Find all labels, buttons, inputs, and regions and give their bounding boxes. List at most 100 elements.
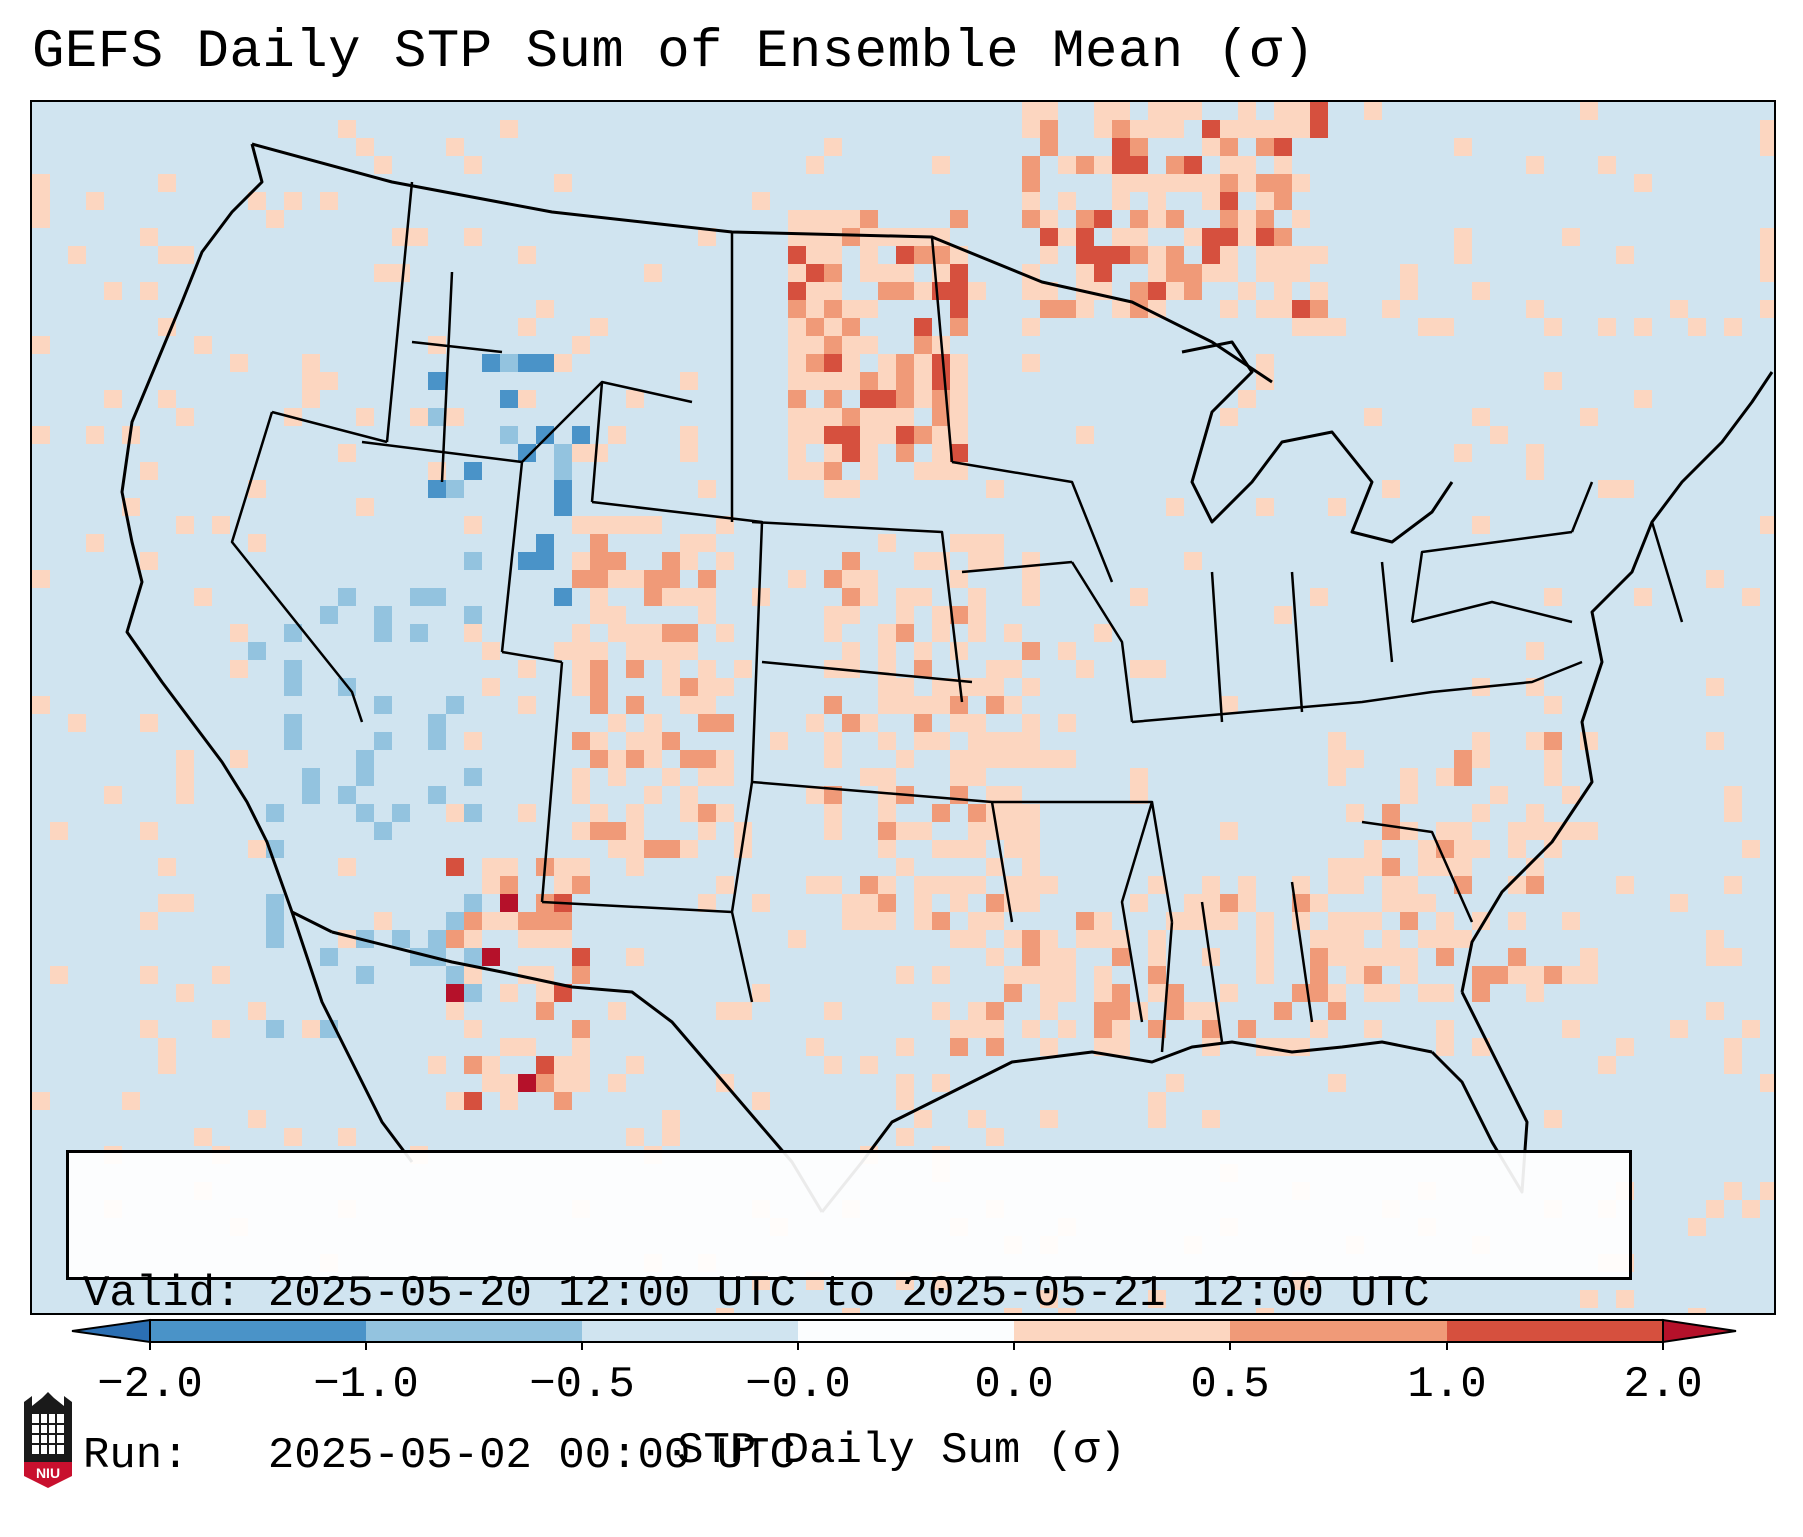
anomaly-pixel: [1040, 282, 1058, 300]
anomaly-pixel: [824, 876, 842, 894]
anomaly-pixel: [680, 678, 698, 696]
anomaly-pixel: [1004, 984, 1022, 1002]
anomaly-pixel: [968, 678, 986, 696]
anomaly-pixel: [986, 696, 1004, 714]
anomaly-pixel: [1472, 840, 1490, 858]
anomaly-pixel: [518, 1074, 536, 1092]
anomaly-pixel: [266, 714, 284, 732]
anomaly-pixel: [392, 696, 410, 714]
anomaly-pixel: [1130, 246, 1148, 264]
anomaly-pixel: [680, 804, 698, 822]
anomaly-pixel: [1022, 714, 1040, 732]
anomaly-pixel: [32, 210, 50, 228]
anomaly-pixel: [698, 714, 716, 732]
anomaly-pixel: [1220, 192, 1238, 210]
anomaly-pixel: [1076, 300, 1094, 318]
anomaly-pixel: [1256, 1308, 1274, 1313]
anomaly-pixel: [500, 120, 518, 138]
anomaly-pixel: [950, 390, 968, 408]
anomaly-pixel: [1148, 102, 1166, 120]
anomaly-pixel: [158, 894, 176, 912]
anomaly-pixel: [1346, 876, 1364, 894]
anomaly-pixel: [1238, 210, 1256, 228]
anomaly-pixel: [590, 678, 608, 696]
anomaly-pixel: [572, 768, 590, 786]
anomaly-pixel: [1148, 984, 1166, 1002]
anomaly-pixel: [968, 750, 986, 768]
anomaly-pixel: [1454, 822, 1472, 840]
anomaly-pixel: [1274, 102, 1292, 120]
anomaly-pixel: [860, 390, 878, 408]
anomaly-pixel: [1310, 246, 1328, 264]
anomaly-pixel: [1400, 264, 1418, 282]
anomaly-pixel: [860, 894, 878, 912]
anomaly-pixel: [878, 354, 896, 372]
anomaly-pixel: [1472, 1038, 1490, 1056]
anomaly-pixel: [1274, 606, 1292, 624]
anomaly-pixel: [536, 354, 554, 372]
anomaly-pixel: [842, 552, 860, 570]
anomaly-pixel: [176, 516, 194, 534]
anomaly-pixel: [1004, 822, 1022, 840]
anomaly-pixel: [1382, 858, 1400, 876]
east-coast: [1460, 371, 1774, 993]
anomaly-pixel: [680, 696, 698, 714]
anomaly-pixel: [1202, 228, 1220, 246]
anomaly-pixel: [1256, 912, 1274, 930]
anomaly-pixel: [824, 444, 842, 462]
anomaly-pixel: [734, 660, 752, 678]
anomaly-pixel: [626, 840, 644, 858]
anomaly-pixel: [1004, 750, 1022, 768]
anomaly-pixel: [464, 768, 482, 786]
anomaly-pixel: [248, 1002, 266, 1020]
anomaly-pixel: [1022, 210, 1040, 228]
anomaly-pixel: [266, 210, 284, 228]
anomaly-pixel: [986, 732, 1004, 750]
anomaly-pixel: [1346, 912, 1364, 930]
anomaly-pixel: [950, 570, 968, 588]
anomaly-pixel: [500, 858, 518, 876]
anomaly-pixel: [1400, 768, 1418, 786]
anomaly-pixel: [338, 876, 356, 894]
anomaly-pixel: [374, 858, 392, 876]
colorbar-tick-label: 2.0: [1623, 1360, 1703, 1410]
anomaly-pixel: [1382, 930, 1400, 948]
anomaly-pixel: [1364, 966, 1382, 984]
anomaly-pixel: [1112, 174, 1130, 192]
anomaly-pixel: [1022, 876, 1040, 894]
anomaly-pixel: [1292, 102, 1310, 120]
anomaly-pixel: [302, 768, 320, 786]
anomaly-pixel: [464, 1092, 482, 1110]
anomaly-pixel: [662, 570, 680, 588]
anomaly-pixel: [842, 444, 860, 462]
anomaly-pixel: [1472, 804, 1490, 822]
anomaly-pixel: [392, 768, 410, 786]
anomaly-pixel: [914, 354, 932, 372]
anomaly-pixel: [1112, 1038, 1130, 1056]
anomaly-pixel: [1526, 300, 1544, 318]
anomaly-pixel: [1220, 210, 1238, 228]
anomaly-pixel: [572, 786, 590, 804]
anomaly-pixel: [950, 606, 968, 624]
anomaly-pixel: [1454, 930, 1472, 948]
anomaly-pixel: [1292, 264, 1310, 282]
anomaly-pixel: [1112, 102, 1130, 120]
anomaly-pixel: [428, 1002, 446, 1020]
colorbar-segment: [1447, 1320, 1663, 1342]
anomaly-pixel: [1328, 768, 1346, 786]
anomaly-pixel: [176, 786, 194, 804]
anomaly-pixel: [824, 372, 842, 390]
anomaly-pixel: [1022, 192, 1040, 210]
anomaly-pixel: [536, 426, 554, 444]
anomaly-pixel: [284, 822, 302, 840]
anomaly-pixel: [968, 606, 986, 624]
anomaly-pixel: [1436, 1020, 1454, 1038]
anomaly-pixel: [320, 858, 338, 876]
anomaly-pixel: [824, 804, 842, 822]
anomaly-pixel: [1040, 1038, 1058, 1056]
anomaly-pixel: [1058, 1020, 1076, 1038]
anomaly-pixel: [356, 138, 374, 156]
anomaly-pixel: [248, 192, 266, 210]
colorbar-segment: [582, 1320, 798, 1342]
anomaly-pixel: [374, 156, 392, 174]
